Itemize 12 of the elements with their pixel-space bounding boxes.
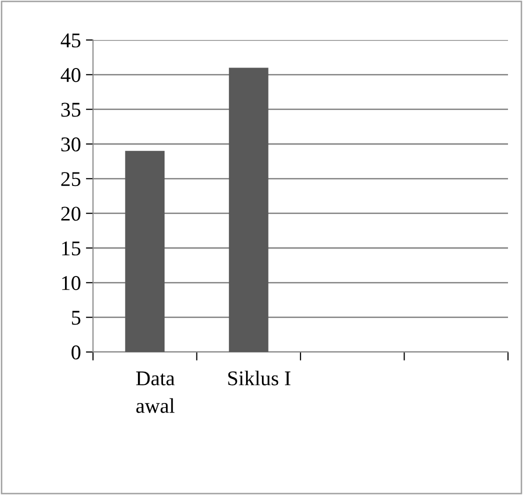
y-tick-label: 40 [60,68,80,82]
y-tick-label: 45 [60,34,80,48]
y-tick-label: 0 [72,345,80,360]
y-tick-label: 20 [61,206,80,221]
x-tick-label: Siklus I [228,370,290,386]
y-tick-label: 30 [61,137,80,152]
y-tick-label: 10 [62,276,80,290]
x-tick-label: Data awal [136,372,175,413]
y-tick-label: 5 [72,310,80,325]
y-tick-label: 35 [61,102,80,117]
y-tick-label: 25 [61,172,80,186]
y-tick-label: 15 [62,241,80,256]
